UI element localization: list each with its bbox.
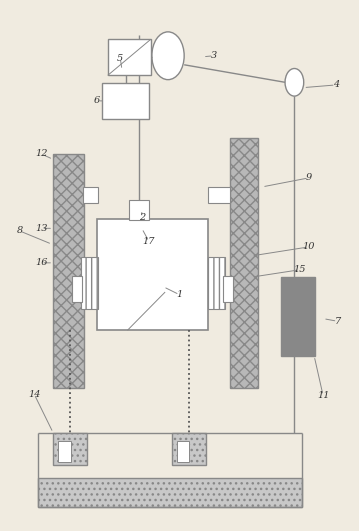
Text: 7: 7 [334,317,341,326]
Bar [53,154,84,388]
Text: 13: 13 [35,224,47,233]
Bar [58,441,71,462]
Bar [208,187,230,203]
Bar [281,277,315,356]
Text: 3: 3 [210,52,217,60]
Text: 8: 8 [17,227,23,235]
Text: 17: 17 [143,237,155,246]
Bar [72,276,82,302]
Text: 4: 4 [332,81,339,89]
Text: 10: 10 [303,243,315,251]
Bar [102,83,149,119]
Bar [230,138,258,388]
Text: 1: 1 [176,290,183,299]
Text: 15: 15 [294,266,306,274]
Text: 2: 2 [139,213,145,222]
Bar [223,276,233,302]
Bar [53,433,87,465]
Bar [83,281,98,297]
Bar [97,219,208,330]
Bar [208,257,225,309]
Text: 11: 11 [317,391,329,400]
Text: 14: 14 [28,390,40,398]
Circle shape [152,32,184,80]
Text: 6: 6 [94,97,100,105]
Bar [38,478,302,507]
Bar [81,257,98,309]
Text: 12: 12 [35,150,47,158]
Bar [172,433,206,465]
Text: 16: 16 [35,259,47,267]
Bar [83,187,98,203]
Bar [208,281,230,297]
Circle shape [285,68,304,96]
Bar [129,200,149,220]
Bar [108,39,151,75]
Text: 5: 5 [117,54,123,63]
Text: 9: 9 [306,174,312,182]
Bar [177,441,189,462]
